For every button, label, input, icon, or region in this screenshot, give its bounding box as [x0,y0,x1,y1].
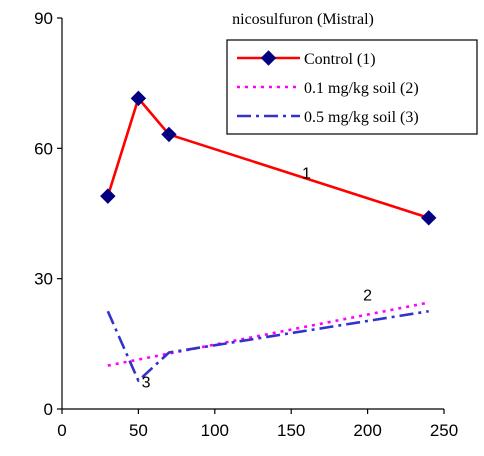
legend-marker [260,50,277,66]
series-annotation-label: 2 [363,287,372,304]
series-line-3 [106,309,429,383]
x-tick-label: 100 [201,421,229,440]
x-tick-label: 50 [129,421,148,440]
series-2 [107,301,429,367]
data-point-marker [130,90,147,107]
series-line-1 [106,97,430,220]
chart-annotations: 1 2 3 [142,166,373,392]
series-3 [106,309,429,383]
legend-box [226,39,478,135]
chart-legend: Control (1) 0.1 mg/kg soil (2) 0.5 mg/kg s… [226,39,478,135]
series-annotation-label: 1 [302,166,311,183]
x-tick-label: 150 [277,421,305,440]
series-1 [100,90,437,226]
legend-label: 0.1 mg/kg soil (2) [304,80,419,97]
legend-label: Control (1) [304,51,376,68]
y-tick-label: 30 [34,270,53,289]
data-point-marker [161,126,177,143]
chart-series [100,90,437,383]
x-tick-label: 200 [353,421,381,440]
data-point-marker [100,188,116,204]
chart-title: nicosulfuron (Mistral) [232,11,374,28]
series-annotation-label: 3 [142,374,151,391]
y-tick-label: 90 [34,9,53,28]
chart-axes: 0 30 60 90 0 50 100 150 200 250 [34,9,458,440]
y-tick-label: 60 [34,139,53,158]
y-tick-label: 0 [44,400,53,419]
x-tick-label: 250 [430,421,458,440]
series-line-2 [107,301,429,367]
data-point-marker [421,210,437,226]
legend-label: 0.5 mg/kg soil (3) [304,109,419,126]
x-tick-label: 0 [57,421,66,440]
